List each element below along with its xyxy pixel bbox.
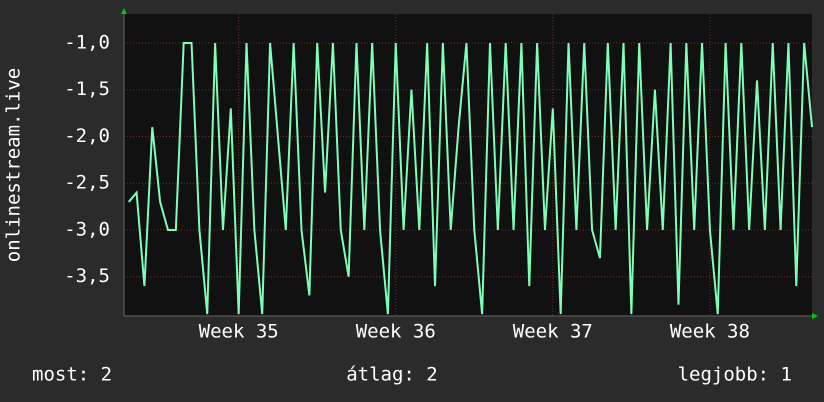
x-tick-label: Week 38 [670,321,750,343]
x-tick-label: Week 36 [356,321,436,343]
axis-arrow [812,313,818,319]
y-tick-label: -2,0 [64,125,110,147]
y-tick-label: -1,5 [64,78,110,100]
y-tick-label: -2,5 [64,172,110,194]
stat-label: most: 2 [32,364,112,386]
x-tick-label: Week 35 [199,321,279,343]
x-tick-label: Week 37 [513,321,593,343]
y-tick-label: -3,0 [64,218,110,240]
stat-label: átlag: 2 [346,364,438,386]
axis-arrow [121,8,127,14]
stat-label: legjobb: 1 [678,364,792,386]
y-axis-label: onlinestream.live [3,68,25,262]
line [127,41,813,315]
y-tick-label: -1,0 [64,31,110,53]
y-tick-label: -3,5 [64,265,110,287]
